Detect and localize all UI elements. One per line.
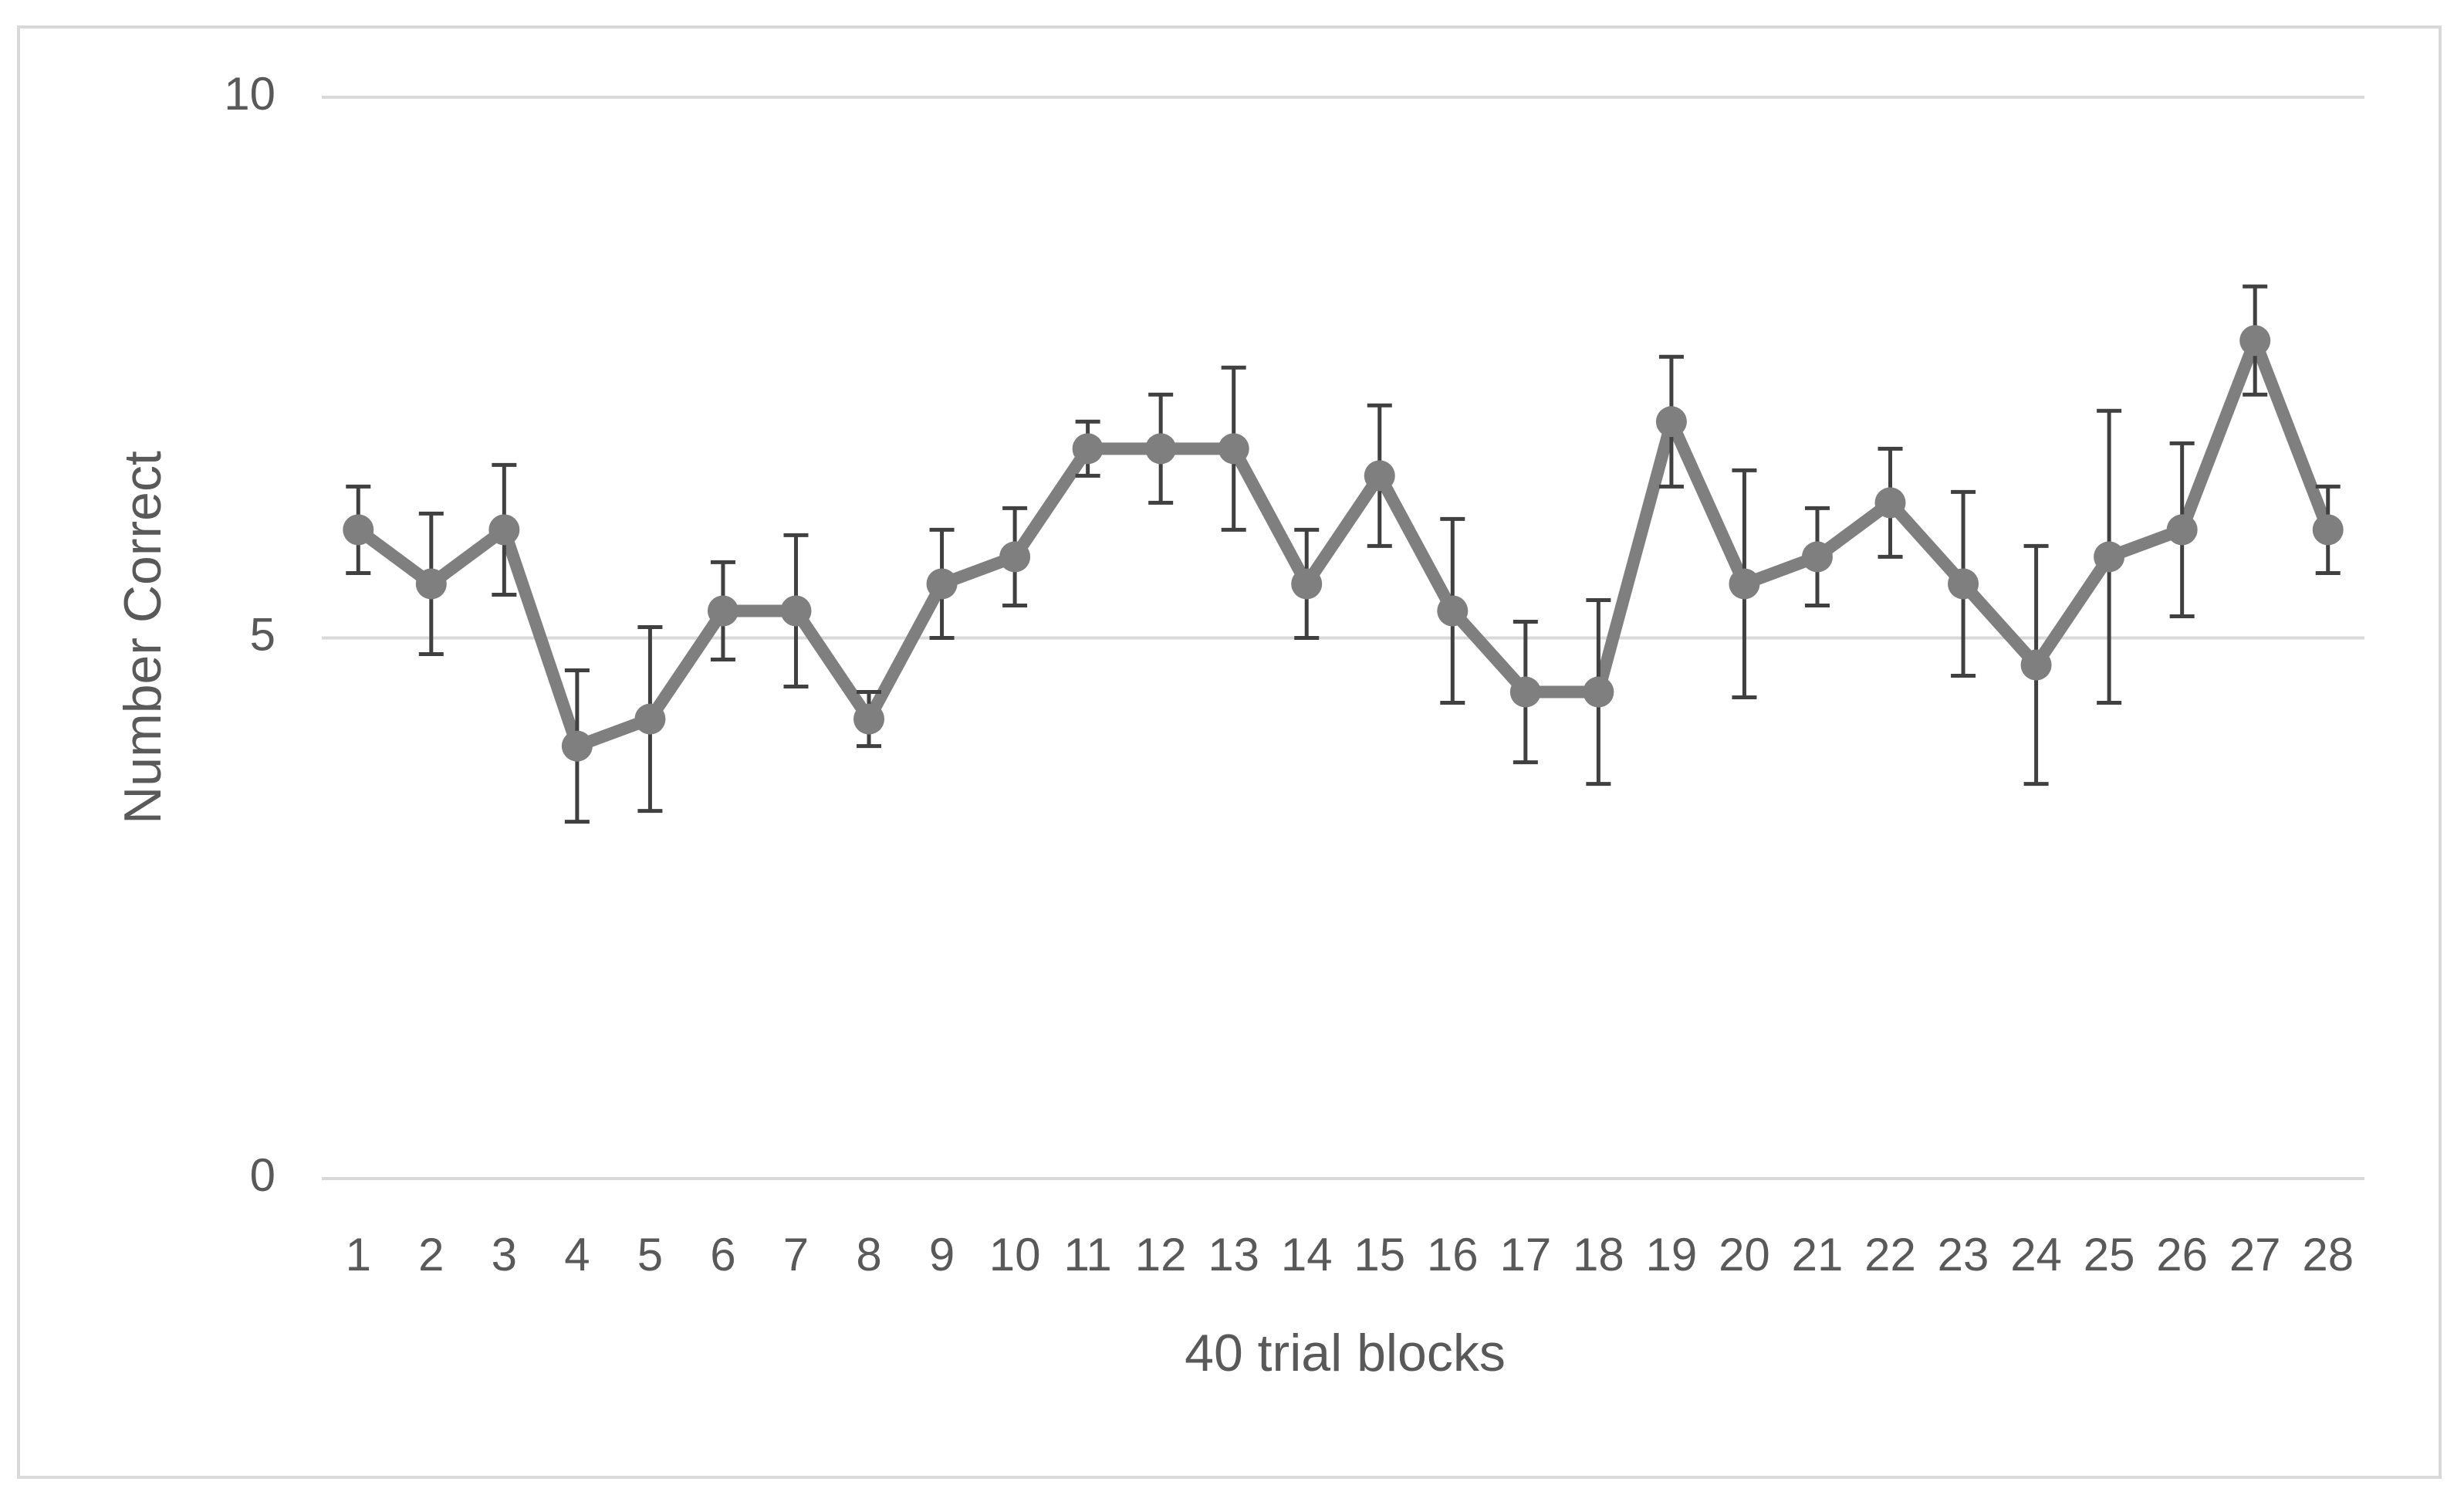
data-point (2312, 514, 2344, 546)
data-point (561, 730, 593, 762)
data-point (1729, 568, 1760, 600)
data-point (1072, 433, 1104, 465)
x-tick-label: 25 (2084, 1229, 2135, 1280)
x-tick-label: 28 (2302, 1229, 2354, 1280)
data-point (1509, 676, 1541, 708)
x-tick-label: 19 (1646, 1229, 1698, 1280)
data-point (780, 595, 812, 627)
x-tick-label: 11 (1063, 1229, 1111, 1280)
data-point (853, 703, 885, 735)
x-tick-label: 8 (856, 1229, 881, 1280)
x-tick-label: 2 (418, 1229, 444, 1280)
x-tick-label: 5 (637, 1229, 663, 1280)
y-tick-label: 5 (250, 608, 275, 660)
data-point (926, 568, 958, 600)
x-tick-label: 10 (989, 1229, 1041, 1280)
x-tick-label: 18 (1573, 1229, 1624, 1280)
x-tick-label: 27 (2229, 1229, 2281, 1280)
x-tick-label: 12 (1135, 1229, 1187, 1280)
y-tick-label: 0 (250, 1149, 275, 1201)
data-point (1874, 487, 1906, 519)
x-tick-label: 6 (710, 1229, 735, 1280)
x-tick-label: 26 (2156, 1229, 2208, 1280)
x-tick-label: 4 (564, 1229, 590, 1280)
data-point (2239, 325, 2271, 357)
data-point (1364, 460, 1395, 492)
data-point (415, 568, 447, 600)
data-point (488, 514, 520, 546)
data-point (2020, 649, 2052, 681)
data-point (1218, 433, 1249, 465)
data-point (1291, 568, 1323, 600)
data-point (1948, 568, 1979, 600)
data-point (707, 595, 739, 627)
y-axis-title: Number Correct (113, 451, 172, 824)
data-point (1655, 406, 1687, 438)
x-tick-label: 14 (1281, 1229, 1333, 1280)
y-tick-label: 10 (224, 68, 275, 120)
x-tick-label: 20 (1719, 1229, 1770, 1280)
data-point (343, 514, 374, 546)
data-point (1801, 541, 1833, 573)
x-tick-label: 22 (1864, 1229, 1916, 1280)
data-line (354, 334, 2334, 753)
x-tick-label: 16 (1427, 1229, 1479, 1280)
x-axis-title: 40 trial blocks (1185, 1324, 1506, 1382)
x-tick-label: 9 (929, 1229, 955, 1280)
x-tick-label: 23 (1938, 1229, 1989, 1280)
x-tick-label: 17 (1499, 1229, 1551, 1280)
x-tick-label: 1 (346, 1229, 371, 1280)
data-point (1583, 676, 1614, 708)
data-point (2094, 541, 2125, 573)
data-point (634, 703, 666, 735)
data-point (1437, 595, 1469, 627)
x-tick-label: 3 (492, 1229, 517, 1280)
x-tick-label: 21 (1792, 1229, 1844, 1280)
data-point (999, 541, 1031, 573)
data-point (2166, 514, 2198, 546)
x-tick-label: 15 (1354, 1229, 1405, 1280)
x-tick-label: 13 (1208, 1229, 1259, 1280)
x-tick-label: 7 (783, 1229, 809, 1280)
x-tick-label: 24 (2010, 1229, 2062, 1280)
data-point (1145, 433, 1177, 465)
